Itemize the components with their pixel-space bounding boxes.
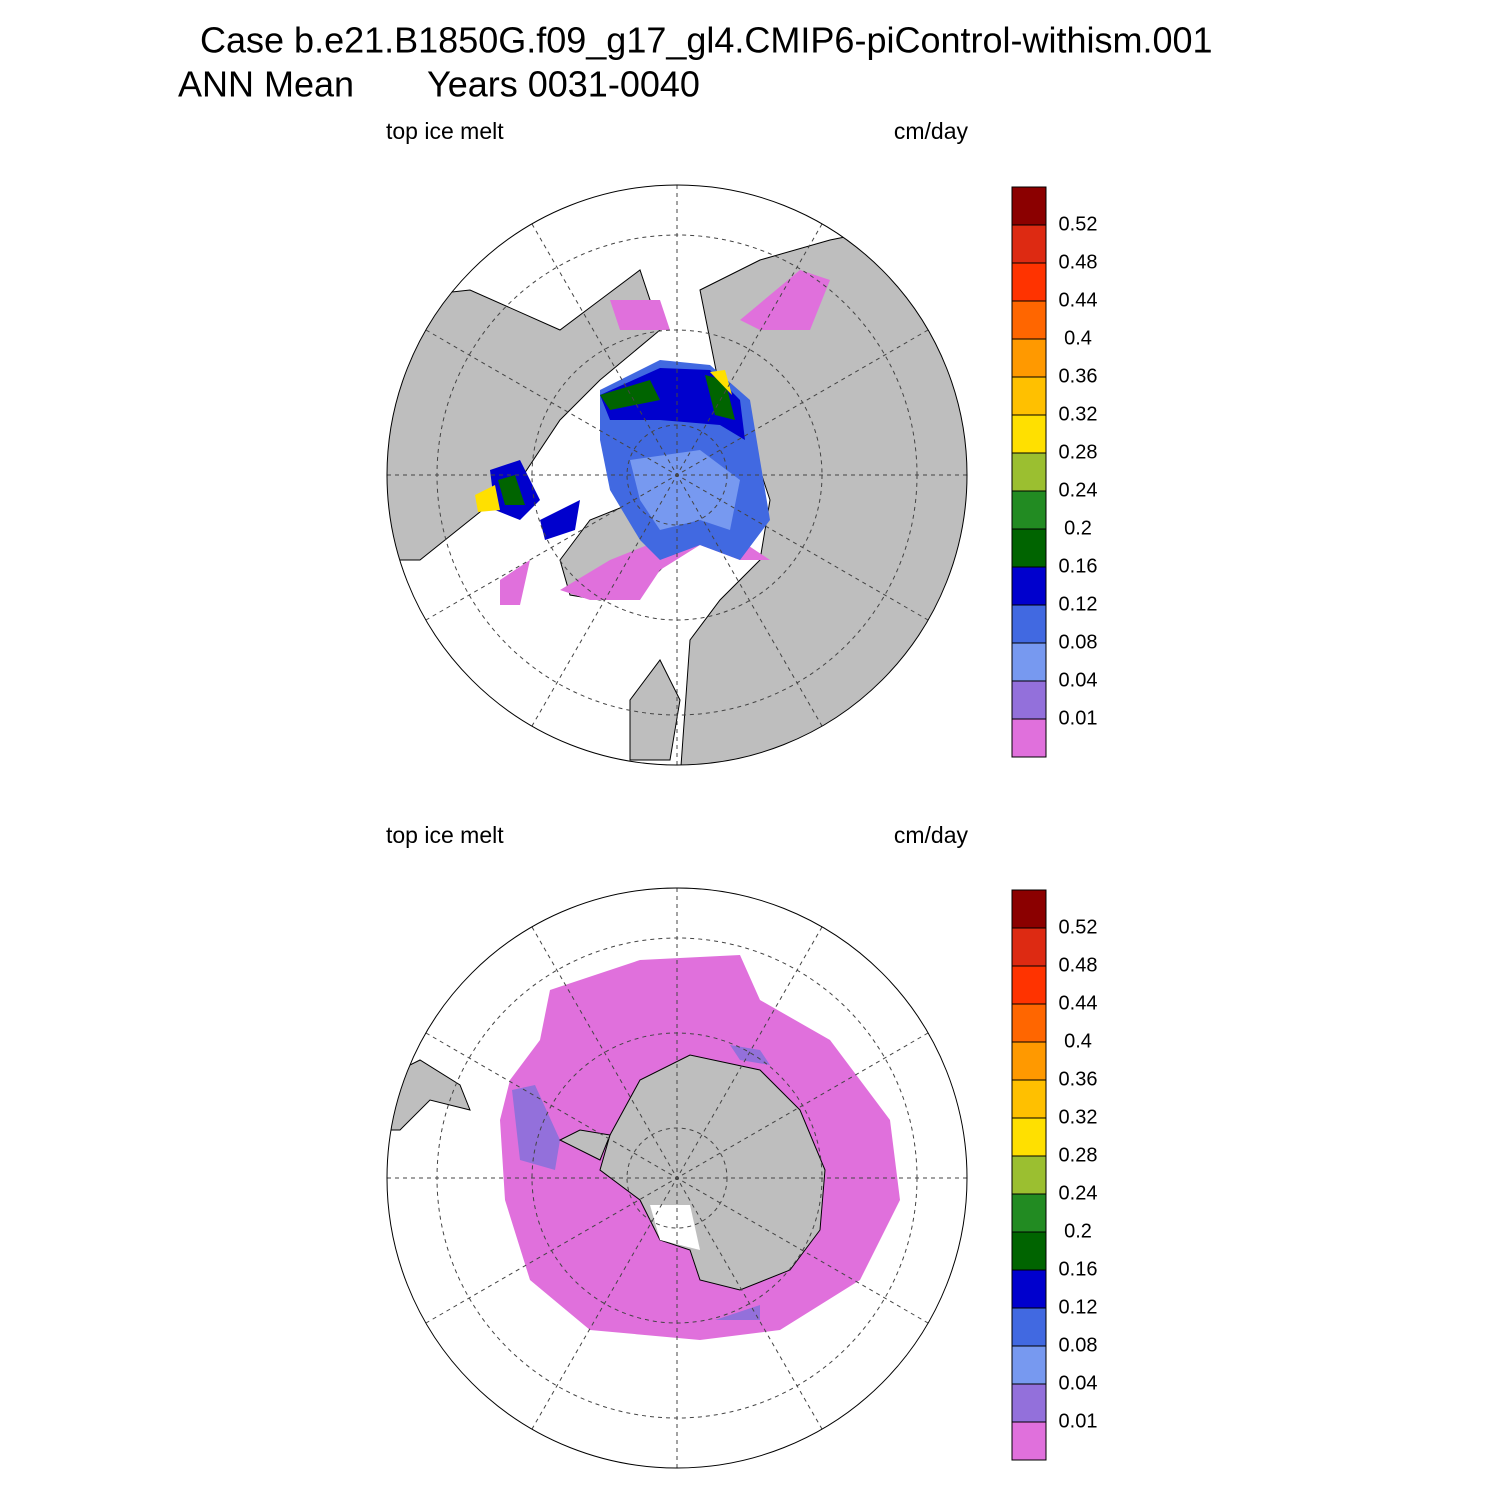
ice (475, 485, 500, 512)
colorbar-label: 0.16 (1059, 555, 1098, 577)
land (387, 1059, 471, 1131)
colorbar-label: 0.04 (1059, 669, 1098, 691)
colorbar-label: 0.48 (1059, 954, 1098, 976)
colorbar-label: 0.4 (1064, 327, 1092, 349)
colorbar-box (1011, 680, 1047, 720)
colorbar-box (1011, 338, 1047, 378)
land (558, 1129, 611, 1161)
ice (630, 450, 740, 530)
colorbar-box (1011, 224, 1047, 264)
colorbar-box (1011, 452, 1047, 492)
colorbar-label: 0.08 (1059, 1334, 1098, 1356)
colorbar-box (1011, 528, 1047, 568)
colorbar-box (1011, 889, 1047, 929)
land (629, 659, 681, 761)
colorbar-box (1011, 414, 1047, 454)
colorbar-label: 0.44 (1059, 992, 1098, 1014)
colorbar-box (1011, 566, 1047, 606)
colorbar-label: 0.36 (1059, 365, 1098, 387)
colorbar-box (1011, 490, 1047, 530)
colorbar-box (1011, 1117, 1047, 1157)
ice (710, 370, 732, 395)
colorbar-box (1011, 604, 1047, 644)
ice (600, 375, 735, 420)
units-label: cm/day (894, 118, 969, 144)
colorbar-label: 0.28 (1059, 1144, 1098, 1166)
land (387, 269, 661, 561)
map-border (386, 184, 968, 766)
colorbar-label: 0.04 (1059, 1372, 1098, 1394)
colorbar-label: 0.28 (1059, 441, 1098, 463)
arctic-map (387, 229, 967, 765)
colorbar-box (1011, 927, 1047, 967)
ice (490, 460, 580, 540)
colorbar-label: 0.2 (1064, 517, 1092, 539)
colorbar-box (1011, 1155, 1047, 1195)
colorbar-box (1011, 376, 1047, 416)
colorbar-box (1011, 262, 1047, 302)
units-label: cm/day (894, 822, 969, 848)
colorbar-box (1011, 1079, 1047, 1119)
colorbar-box (1011, 300, 1047, 340)
colorbar-label: 0.24 (1059, 1182, 1098, 1204)
graticule (387, 888, 967, 1468)
colorbar-box (1011, 1003, 1047, 1043)
colorbar-label: 0.36 (1059, 1068, 1098, 1090)
colorbar-label: 0.4 (1064, 1030, 1092, 1052)
antarctic-map (387, 955, 900, 1340)
colorbar-box (1011, 1041, 1047, 1081)
colorbar-box (1011, 1421, 1047, 1461)
colorbar-label: 0.24 (1059, 479, 1098, 501)
graticule (387, 185, 967, 765)
panel-label: top ice melt (386, 118, 504, 144)
years: Years 0031-0040 (427, 64, 700, 105)
colorbar-label: 0.32 (1059, 403, 1098, 425)
colorbar-label: 0.48 (1059, 251, 1098, 273)
colorbar-box (1011, 965, 1047, 1005)
colorbar-box (1011, 1383, 1047, 1423)
colorbar-box (1011, 642, 1047, 682)
colorbar-label: 0.2 (1064, 1220, 1092, 1242)
colorbar-label: 0.01 (1059, 1410, 1098, 1432)
colorbar-label: 0.44 (1059, 289, 1098, 311)
colorbar-label: 0.12 (1059, 593, 1098, 615)
panel-label: top ice melt (386, 822, 504, 848)
season: ANN Mean (178, 64, 354, 105)
colorbar-label: 0.16 (1059, 1258, 1098, 1280)
ice (498, 475, 525, 505)
colorbar-label: 0.52 (1059, 916, 1098, 938)
colorbar-box (1011, 1231, 1047, 1271)
colorbar-label: 0.12 (1059, 1296, 1098, 1318)
colorbar-box (1011, 718, 1047, 758)
colorbar-label: 0.01 (1059, 707, 1098, 729)
colorbar-label: 0.52 (1059, 213, 1098, 235)
colorbar-box (1011, 1269, 1047, 1309)
colorbar-box (1011, 1345, 1047, 1385)
ice (500, 270, 830, 605)
colorbar-label: 0.32 (1059, 1106, 1098, 1128)
colorbar-box (1011, 186, 1047, 226)
colorbar-box (1011, 1307, 1047, 1347)
colorbar-box (1011, 1193, 1047, 1233)
colorbar-label: 0.08 (1059, 631, 1098, 653)
title: Case b.e21.B1850G.f09_g17_gl4.CMIP6-piCo… (200, 20, 1213, 61)
map-border (386, 887, 968, 1469)
